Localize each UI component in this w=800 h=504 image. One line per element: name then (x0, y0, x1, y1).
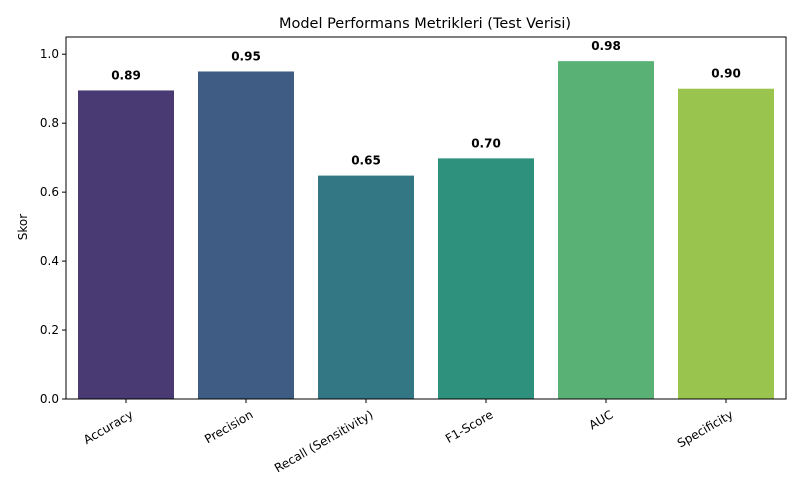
bar (558, 61, 654, 400)
y-axis-label: Skor (16, 214, 30, 240)
plot-frame (65, 36, 787, 400)
x-tick-label: Recall (Sensitivity) (272, 407, 376, 475)
y-tick-label: 0.8 (40, 116, 59, 130)
x-tick-label: Specificity (675, 407, 736, 450)
value-label: 0.70 (471, 136, 501, 150)
value-label: 0.95 (231, 49, 261, 63)
x-tick-label: AUC (587, 407, 616, 432)
y-tick-label: 0.4 (40, 254, 59, 268)
x-tick-label: F1-Score (443, 407, 495, 445)
value-label: 0.65 (351, 154, 381, 168)
value-labels-group: 0.89 0.95 0.65 0.70 0.98 0.90 (111, 39, 741, 167)
y-tick-label: 1.0 (40, 47, 59, 61)
chart-title: Model Performans Metrikleri (Test Verisi… (279, 16, 571, 32)
y-tick-label: 0.0 (40, 392, 59, 406)
y-axis: 0.0 0.2 0.4 0.6 0.8 1.0 (40, 47, 66, 406)
x-tick-label: Precision (202, 407, 255, 446)
y-tick-label: 0.6 (40, 185, 59, 199)
value-label: 0.98 (591, 39, 621, 53)
bars-group (78, 61, 774, 400)
x-tick-label: Accuracy (81, 407, 135, 447)
value-label: 0.89 (111, 68, 141, 82)
bar (678, 88, 774, 399)
y-tick-label: 0.2 (40, 323, 59, 337)
x-axis: Accuracy Precision Recall (Sensitivity) F1-… (81, 399, 736, 475)
value-label: 0.90 (711, 67, 741, 81)
bar (318, 175, 414, 399)
bar (198, 71, 294, 399)
bar (78, 90, 174, 399)
bar (438, 158, 534, 399)
